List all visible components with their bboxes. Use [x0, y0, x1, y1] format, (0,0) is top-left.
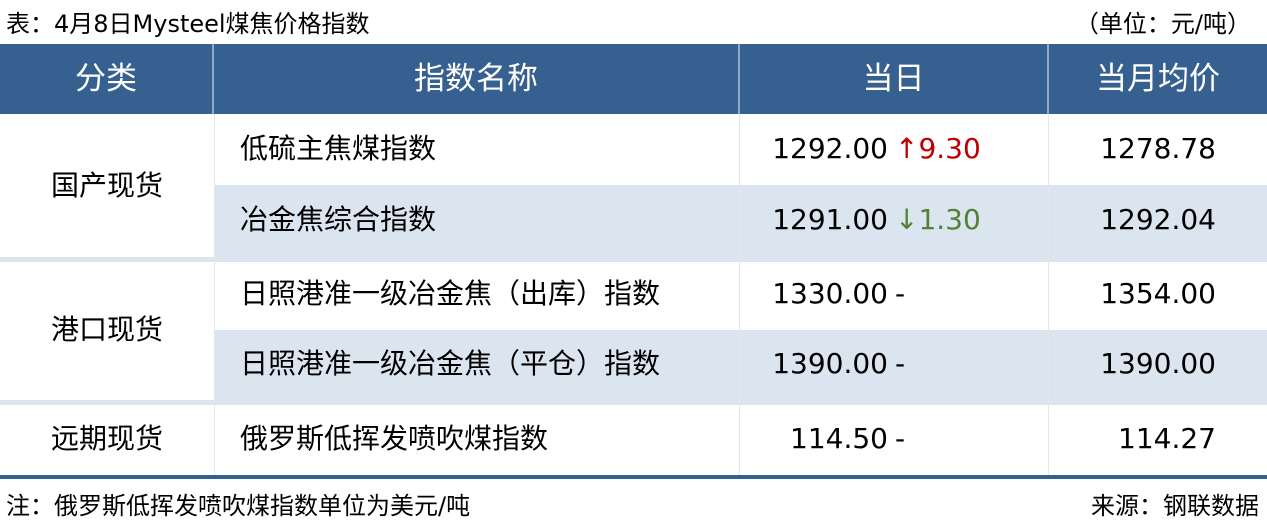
table-title: 表：4月8日Mysteel煤焦价格指数 — [6, 10, 370, 38]
month-average: 1278.78 — [1100, 132, 1216, 165]
day-change: - — [895, 422, 906, 455]
footnote: 注：俄罗斯低挥发喷吹煤指数单位为美元/吨 — [6, 492, 471, 520]
column-divider — [739, 114, 740, 476]
table-bottom-border — [0, 475, 1267, 479]
day-price: 114.50 — [790, 422, 888, 455]
arrow-up-icon: ↑ — [895, 132, 919, 165]
day-price: 1291.00 — [772, 203, 888, 236]
day-change: - — [895, 347, 906, 380]
day-change: ↓1.30 — [895, 202, 981, 238]
group-separator — [0, 400, 1267, 405]
group-separator — [0, 257, 1267, 262]
row-shade — [214, 330, 1267, 400]
day-change: - — [895, 277, 906, 310]
day-price: 1330.00 — [772, 277, 888, 310]
column-divider — [1048, 114, 1049, 476]
header-category: 分类 — [0, 44, 214, 114]
category-cell: 远期现货 — [50, 422, 163, 455]
day-price: 1390.00 — [772, 347, 888, 380]
header-day: 当日 — [740, 44, 1049, 114]
column-divider — [214, 114, 215, 476]
day-price: 1292.00 — [772, 132, 888, 165]
month-average: 114.27 — [1118, 422, 1216, 455]
header-month: 当月均价 — [1096, 61, 1220, 97]
change-value: 1.30 — [918, 203, 981, 236]
index-name: 日照港准一级冶金焦（出库）指数 — [240, 277, 661, 310]
arrow-down-icon: ↓ — [895, 203, 919, 236]
unit-label: （单位：元/吨） — [1074, 10, 1251, 38]
category-cell: 国产现货 — [50, 169, 163, 202]
month-average: 1354.00 — [1100, 277, 1216, 310]
source-label: 来源：钢联数据 — [1091, 492, 1259, 520]
row-shade — [214, 185, 1267, 257]
table-header: 分类 指数名称 当日 当月均价 — [0, 44, 1267, 114]
header-name: 指数名称 — [214, 44, 740, 114]
index-name: 低硫主焦煤指数 — [240, 132, 437, 165]
month-average: 1292.04 — [1100, 203, 1216, 236]
day-change: ↑9.30 — [895, 131, 981, 167]
month-average: 1390.00 — [1100, 347, 1216, 380]
change-value: 9.30 — [918, 132, 981, 165]
category-cell: 港口现货 — [50, 313, 163, 346]
index-name: 俄罗斯低挥发喷吹煤指数 — [240, 422, 549, 455]
index-name: 冶金焦综合指数 — [240, 203, 437, 236]
index-name: 日照港准一级冶金焦（平仓）指数 — [240, 347, 661, 380]
